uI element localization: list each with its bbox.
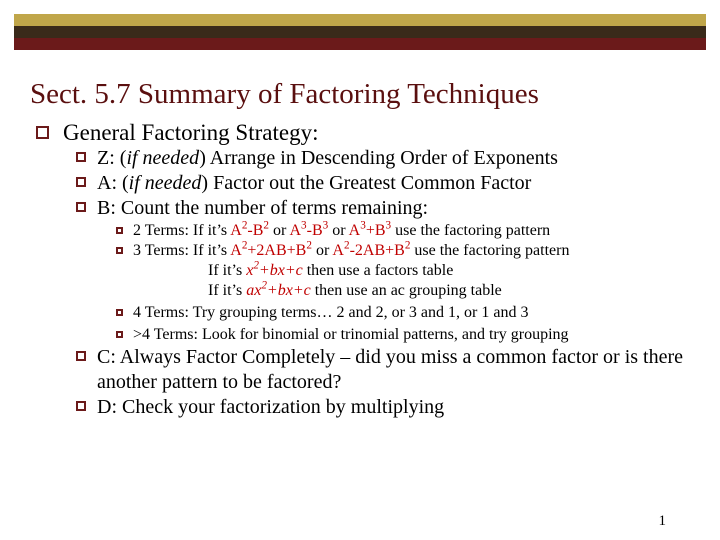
bullet-icon [116, 309, 123, 316]
bullet-icon [76, 351, 86, 361]
bullet-z: Z: (if needed) Arrange in Descending Ord… [76, 146, 698, 171]
bullet-2terms: 2 Terms: If it’s A2-B2 or A3-B3 or A3+B3… [116, 221, 698, 241]
bullet-icon [76, 202, 86, 212]
stripe-maroon [14, 38, 706, 50]
bullet-b: B: Count the number of terms remaining: [76, 196, 698, 221]
bullet-icon [116, 331, 123, 338]
c-text: C: Always Factor Completely – did you mi… [97, 345, 698, 395]
t3-sub2: If it’s ax2+bx+c then use an ac grouping… [208, 281, 698, 301]
b-text: B: Count the number of terms remaining: [97, 196, 428, 221]
bullet-icon [76, 152, 86, 162]
l1-text: General Factoring Strategy: [63, 120, 318, 146]
z-text: Z: (if needed) Arrange in Descending Ord… [97, 146, 558, 171]
page-number: 1 [659, 513, 667, 530]
bullet-d: D: Check your factorization by multiplyi… [76, 395, 698, 420]
bullet-3terms: 3 Terms: If it’s A2+2AB+B2 or A2-2AB+B2 … [116, 241, 698, 261]
bullet-icon [116, 247, 123, 254]
bullet-l1: General Factoring Strategy: [36, 120, 698, 146]
t3-sub1: If it’s x2+bx+c then use a factors table [208, 261, 698, 281]
stripe-dark [14, 26, 706, 38]
bullet-icon [76, 177, 86, 187]
t2-text: 2 Terms: If it’s A2-B2 or A3-B3 or A3+B3… [133, 221, 550, 241]
bullet-4terms: 4 Terms: Try grouping terms… 2 and 2, or… [116, 303, 698, 323]
t3-text: 3 Terms: If it’s A2+2AB+B2 or A2-2AB+B2 … [133, 241, 569, 261]
slide-body: General Factoring Strategy: Z: (if neede… [36, 120, 698, 420]
bullet-icon [116, 227, 123, 234]
bullet-gt4terms: >4 Terms: Look for binomial or trinomial… [116, 325, 698, 345]
tg4-text: >4 Terms: Look for binomial or trinomial… [133, 325, 569, 345]
bullet-icon [76, 401, 86, 411]
d-text: D: Check your factorization by multiplyi… [97, 395, 444, 420]
a-text: A: (if needed) Factor out the Greatest C… [97, 171, 531, 196]
bullet-icon [36, 126, 49, 139]
bullet-a: A: (if needed) Factor out the Greatest C… [76, 171, 698, 196]
bullet-c: C: Always Factor Completely – did you mi… [76, 345, 698, 395]
slide-title: Sect. 5.7 Summary of Factoring Technique… [30, 78, 539, 111]
stripe-gold [14, 14, 706, 26]
t4-text: 4 Terms: Try grouping terms… 2 and 2, or… [133, 303, 528, 323]
